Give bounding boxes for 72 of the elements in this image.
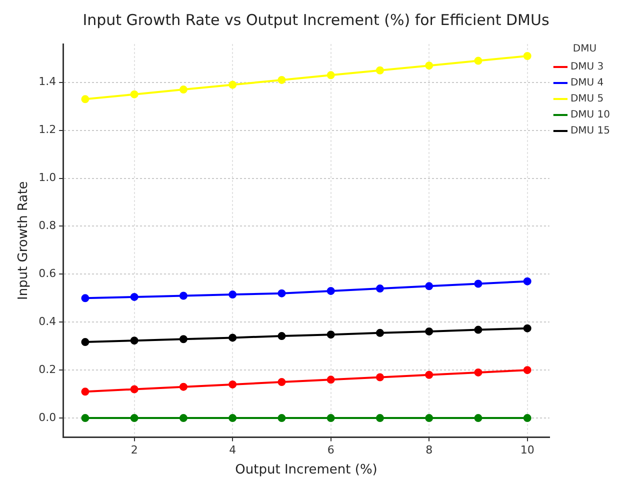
y-tick-label: 0.8 xyxy=(38,219,56,232)
legend-label: DMU 5 xyxy=(570,94,604,105)
x-tick-label: 4 xyxy=(229,444,236,457)
point xyxy=(326,330,335,339)
point xyxy=(376,373,384,382)
y-tick-label: 0.6 xyxy=(38,267,56,280)
point xyxy=(474,280,482,288)
point xyxy=(425,282,434,290)
point xyxy=(81,95,90,104)
point xyxy=(179,292,188,300)
y-tick-label: 0.4 xyxy=(38,314,56,328)
point xyxy=(425,327,434,336)
y-tick-label: 1.0 xyxy=(38,171,56,184)
y-axis-title: Input Growth Rate xyxy=(16,181,32,300)
y-tick-label: 0.2 xyxy=(38,362,56,376)
point xyxy=(425,414,434,422)
point xyxy=(326,376,335,384)
point xyxy=(326,71,335,80)
point xyxy=(130,292,138,301)
point xyxy=(228,334,237,342)
point xyxy=(474,56,482,65)
y-tick-label: 1.4 xyxy=(38,75,56,88)
point xyxy=(130,336,138,345)
point xyxy=(278,378,286,386)
point xyxy=(130,414,138,422)
point xyxy=(228,80,237,89)
point xyxy=(425,62,434,70)
point xyxy=(228,290,237,299)
point xyxy=(179,382,188,391)
point xyxy=(278,289,286,298)
legend-title: DMU xyxy=(572,44,597,55)
point xyxy=(81,338,90,346)
x-tick-label: 10 xyxy=(520,444,534,457)
point xyxy=(278,76,286,84)
legend-label: DMU 10 xyxy=(570,110,610,121)
point xyxy=(81,294,90,302)
point xyxy=(179,335,188,344)
point xyxy=(376,328,384,337)
point xyxy=(376,414,384,422)
point xyxy=(228,414,237,422)
point xyxy=(474,368,482,376)
point xyxy=(179,86,188,94)
point xyxy=(474,326,482,334)
point xyxy=(228,380,237,388)
point xyxy=(523,366,532,374)
point xyxy=(278,332,286,340)
point xyxy=(523,52,532,60)
x-tick-label: 2 xyxy=(130,444,138,457)
legend-label: DMU 15 xyxy=(570,126,610,137)
point xyxy=(179,414,188,422)
x-tick-label: 6 xyxy=(327,444,334,457)
point xyxy=(326,286,335,295)
point xyxy=(81,388,90,396)
point xyxy=(376,284,384,293)
point xyxy=(474,414,482,422)
point xyxy=(376,66,384,74)
point xyxy=(425,370,434,379)
y-tick-label: 1.2 xyxy=(38,123,56,136)
y-tick-label: 0.0 xyxy=(38,410,56,424)
point xyxy=(523,414,532,422)
legend-label: DMU 3 xyxy=(570,62,604,73)
point xyxy=(130,90,138,98)
x-axis-title: Output Increment (%) xyxy=(235,462,378,478)
point xyxy=(523,277,532,286)
point xyxy=(130,385,138,394)
point xyxy=(81,414,90,422)
point xyxy=(523,324,532,332)
chart-title: Input Growth Rate vs Output Increment (%) for Efficient DMUs xyxy=(82,10,550,29)
point xyxy=(278,414,286,422)
legend-label: DMU 4 xyxy=(570,78,604,89)
x-tick-label: 8 xyxy=(426,444,433,457)
point xyxy=(326,414,335,422)
